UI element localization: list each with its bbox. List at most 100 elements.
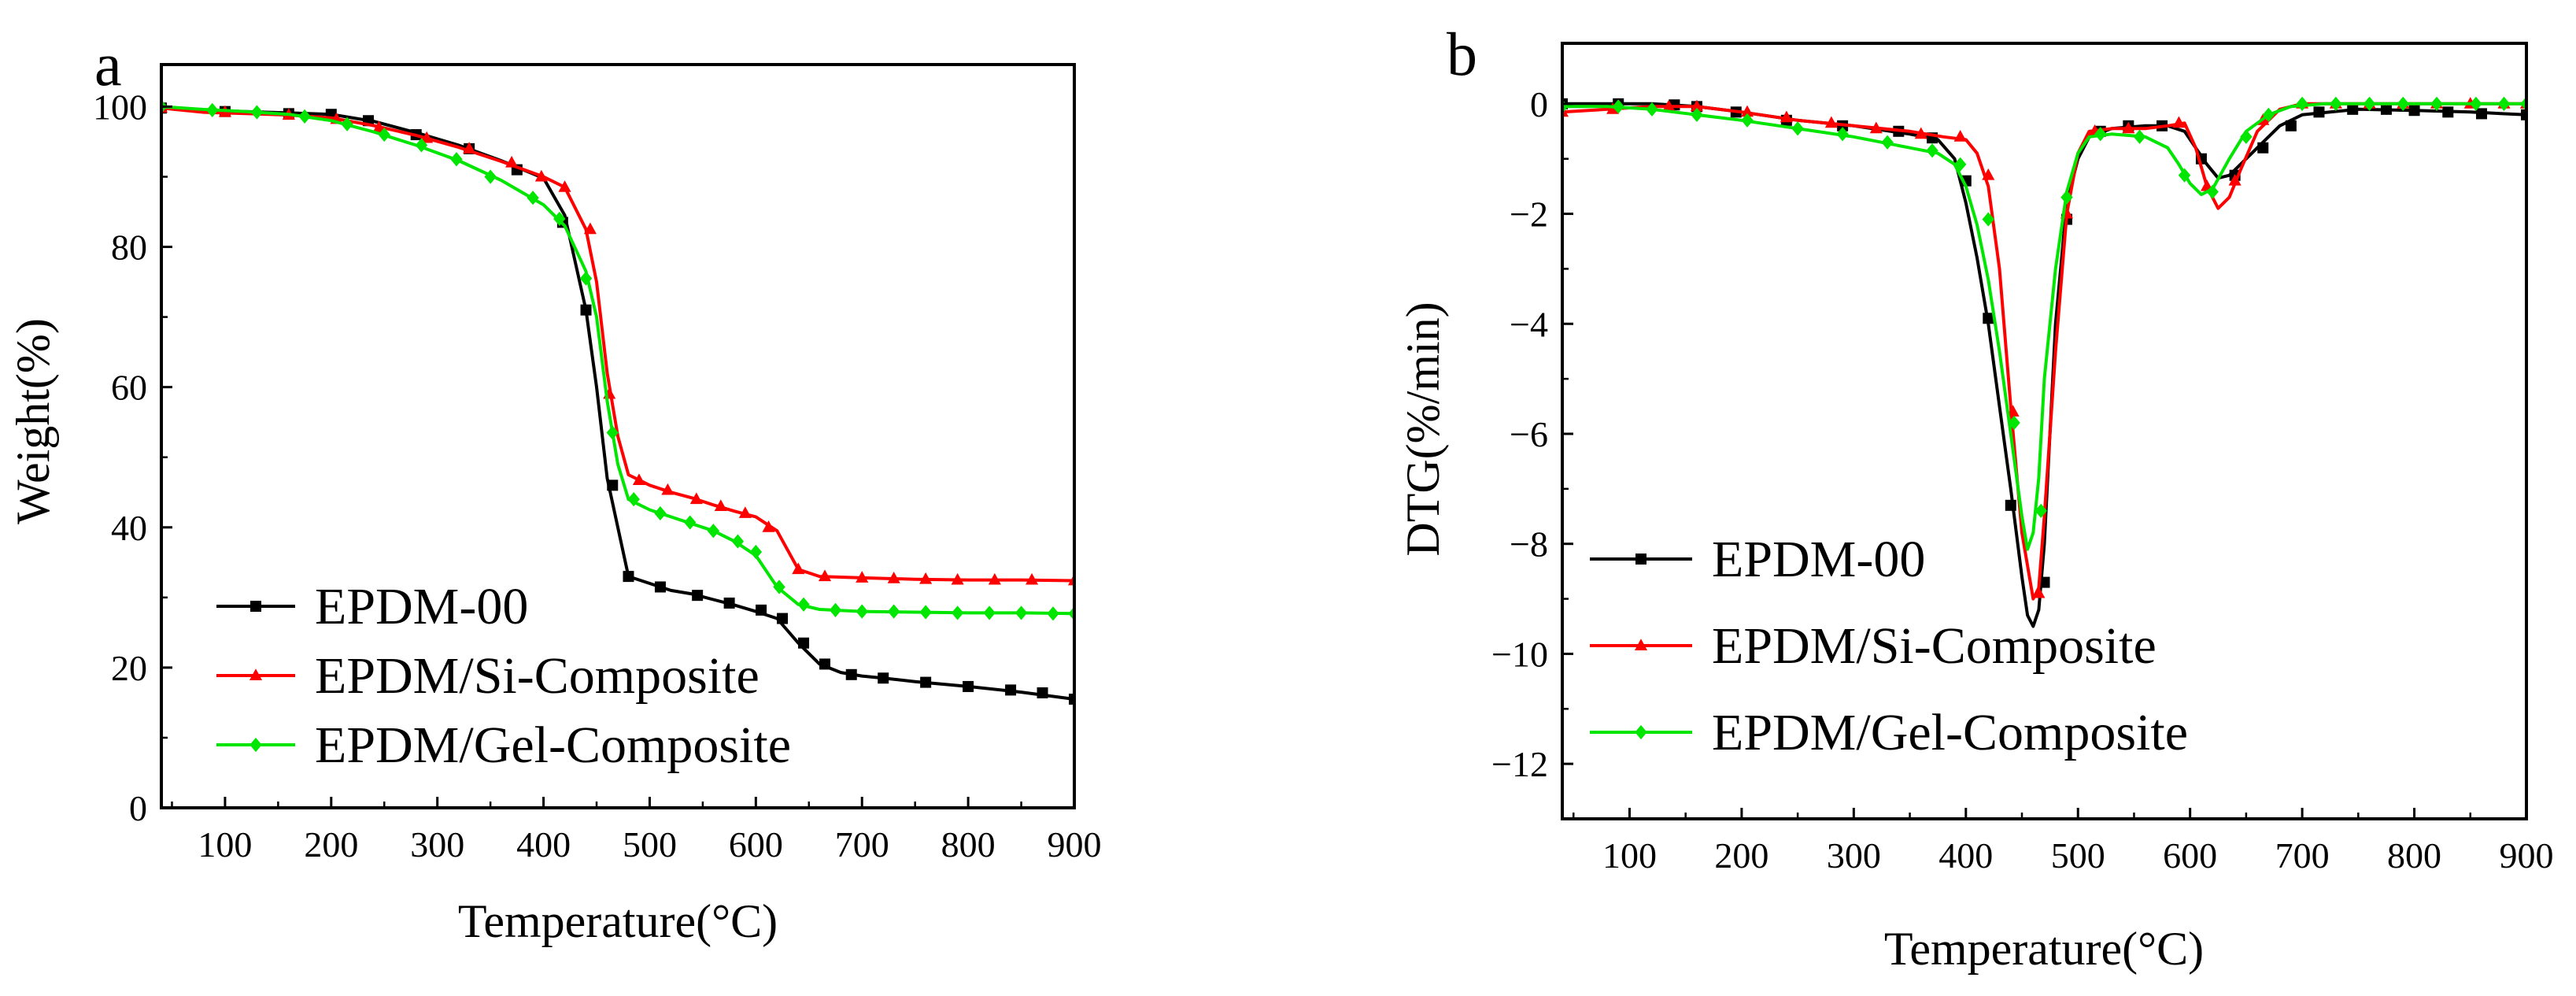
triangle-marker: [2228, 173, 2242, 186]
triangle-marker: [463, 142, 476, 154]
triangle-marker: [2172, 116, 2186, 128]
square-marker: [2285, 120, 2297, 131]
x-tick-label: 900: [1048, 824, 1102, 865]
square-marker: [2521, 109, 2526, 120]
diamond-marker: [627, 492, 640, 507]
legend: EPDM-00 EPDM/Si-Composite EPDM/Gel-Composi…: [216, 578, 791, 774]
diamond-marker: [484, 169, 497, 184]
square-marker: [2442, 106, 2454, 118]
x-tick-label: 300: [1827, 835, 1881, 876]
square-marker: [607, 479, 619, 491]
diamond-marker: [2497, 96, 2511, 111]
diamond-marker: [731, 534, 745, 549]
square-marker: [798, 637, 810, 649]
diamond-marker: [527, 191, 539, 205]
diamond-marker: [415, 138, 428, 153]
panel-label: b: [1447, 20, 1477, 88]
diamond-marker: [707, 524, 720, 539]
triangle-marker: [2032, 586, 2046, 598]
triangle-marker: [583, 222, 597, 235]
series-epdm-00: [161, 102, 1074, 705]
square-marker: [1005, 684, 1017, 696]
y-axis-title: Weight(%): [7, 318, 59, 524]
series-epdm-gel-composite: [161, 99, 1074, 621]
diamond-marker: [2060, 190, 2073, 205]
y-tick-label: −2: [1510, 194, 1548, 235]
diamond-marker: [887, 604, 900, 619]
diamond-marker: [1982, 212, 1994, 227]
legend-item: EPDM-00: [216, 578, 528, 635]
legend-label: EPDM/Si-Composite: [1712, 617, 2157, 675]
x-tick-label: 800: [2387, 835, 2441, 876]
triangle-marker: [887, 572, 900, 583]
y-tick-label: −10: [1491, 634, 1548, 674]
y-tick-label: 60: [111, 368, 147, 408]
y-tick-label: 100: [93, 87, 147, 127]
triangle-marker: [1914, 127, 1927, 139]
x-tick-label: 400: [516, 824, 571, 865]
diamond-marker: [1635, 724, 1647, 740]
triangle-marker: [1740, 105, 1754, 117]
x-tick-label: 500: [2051, 835, 2105, 876]
diamond-marker: [1612, 99, 1624, 114]
legend-item: EPDM/Si-Composite: [1590, 617, 2157, 675]
square-marker: [819, 658, 831, 670]
y-tick-label: 20: [111, 648, 147, 688]
diamond-marker: [2008, 415, 2020, 431]
y-tick-label: −4: [1510, 304, 1548, 344]
triangle-marker: [1869, 121, 1883, 134]
legend-label: EPDM-00: [315, 578, 528, 635]
square-marker: [723, 597, 735, 609]
diamond-marker: [1953, 157, 1967, 172]
diamond-marker: [2206, 184, 2219, 199]
triangle-marker: [1025, 572, 1039, 585]
diamond-marker: [249, 737, 262, 753]
legend-item: EPDM-00: [1590, 531, 1925, 588]
square-marker: [654, 581, 666, 593]
triangle-marker: [505, 155, 519, 168]
diamond-marker: [856, 604, 868, 619]
y-tick-label: −8: [1510, 524, 1548, 565]
diamond-marker: [250, 105, 264, 120]
diamond-marker: [2178, 168, 2191, 183]
diamond-marker: [1836, 127, 1849, 142]
triangle-marker: [762, 520, 775, 532]
diamond-marker: [829, 602, 842, 617]
triangle-marker: [1690, 99, 1703, 112]
triangle-marker: [919, 572, 933, 584]
triangle-marker: [689, 492, 703, 505]
diamond-marker: [684, 515, 697, 530]
series-line: [1562, 102, 2526, 551]
square-marker: [878, 672, 889, 684]
triangle-marker: [1634, 639, 1648, 650]
diamond-marker: [2430, 96, 2443, 111]
diamond-marker: [1741, 113, 1754, 128]
triangle-marker: [249, 668, 263, 680]
y-tick-label: 0: [129, 788, 147, 828]
legend-label: EPDM-00: [1712, 531, 1925, 588]
diamond-marker: [553, 211, 566, 227]
triangle-marker: [2122, 121, 2135, 134]
panel-label: a: [94, 30, 122, 98]
diamond-marker: [2094, 127, 2107, 142]
legend-item: EPDM/Gel-Composite: [216, 716, 791, 774]
diamond-marker: [2296, 96, 2308, 111]
triangle-marker: [714, 499, 727, 512]
legend-item: EPDM/Gel-Composite: [1590, 704, 2188, 761]
diamond-marker: [654, 505, 667, 521]
legend-label: EPDM/Si-Composite: [315, 647, 759, 705]
series-epdm-gel-composite: [1562, 96, 2526, 551]
x-tick-label: 900: [2500, 835, 2554, 876]
series-epdm-si-composite: [161, 101, 1074, 586]
diamond-marker: [341, 117, 353, 131]
x-tick-label: 600: [729, 824, 783, 865]
diamond-marker: [450, 152, 463, 167]
plot-frame: [1561, 42, 2528, 820]
legend: EPDM-00 EPDM/Si-Composite EPDM/Gel-Composi…: [1590, 531, 2188, 761]
diamond-marker: [378, 127, 390, 143]
square-marker: [623, 571, 634, 583]
triangle-marker: [988, 572, 1001, 585]
y-tick-label: 80: [111, 228, 147, 268]
triangle-marker: [1662, 99, 1676, 112]
